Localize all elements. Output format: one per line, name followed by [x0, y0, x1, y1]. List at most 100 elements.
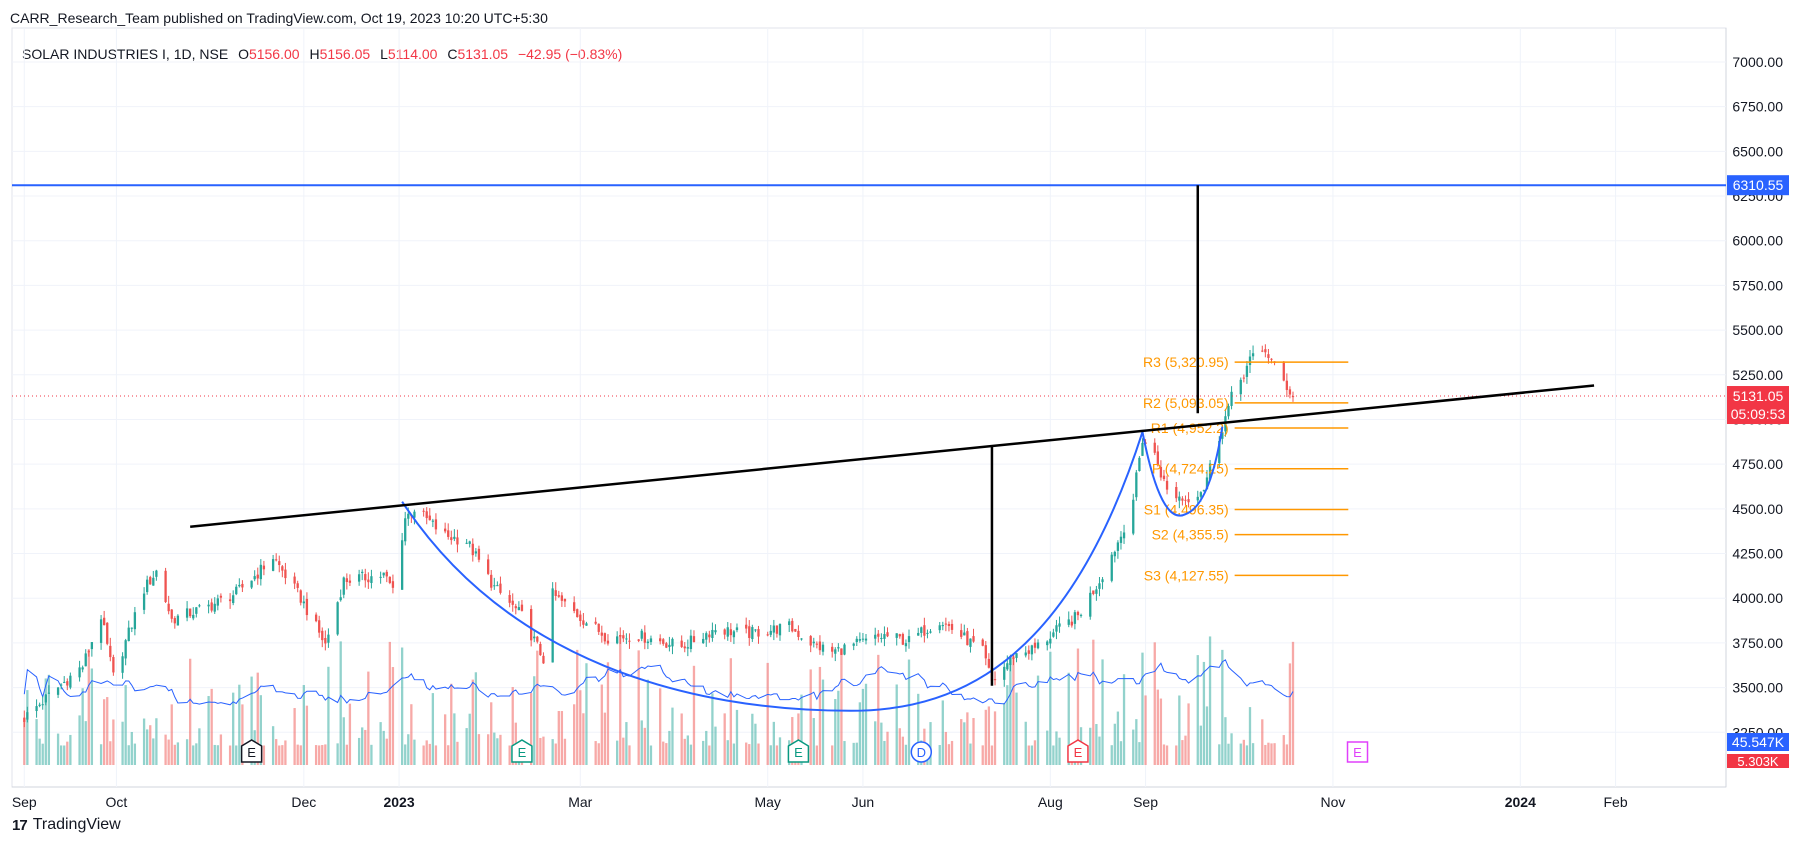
volume-bar: [809, 669, 812, 765]
volume-bar: [339, 641, 342, 765]
volume-bar: [708, 745, 711, 765]
volume-bar: [1221, 649, 1224, 765]
volume-bar: [984, 709, 987, 765]
candle-body: [253, 576, 256, 580]
volume-bar: [388, 641, 392, 765]
volume-bar: [149, 725, 152, 765]
volume-bar: [705, 730, 708, 765]
volume-bar: [364, 729, 367, 765]
candle-body: [883, 634, 886, 639]
candle-body: [1067, 619, 1070, 625]
volume-bar: [78, 715, 81, 765]
volume-bar: [754, 723, 757, 765]
volume-bar: [778, 737, 782, 765]
candle-body: [542, 655, 545, 664]
candle-body: [751, 627, 754, 640]
candle-body: [428, 515, 431, 521]
symbol-title[interactable]: SOLAR INDUSTRIES I, 1D, NSE: [22, 46, 229, 62]
candle-body: [1079, 614, 1083, 616]
candle-body: [434, 519, 438, 530]
candle-body: [318, 620, 321, 633]
candle-body: [837, 647, 840, 649]
candle-body: [1248, 356, 1252, 366]
candle-body: [41, 704, 44, 706]
volume-bar: [1036, 675, 1040, 765]
x-tick-label: 2024: [1505, 794, 1536, 810]
candle-body: [1119, 536, 1123, 543]
volume-bar: [1110, 745, 1113, 765]
volume-bar: [815, 745, 819, 765]
y-tick-label: 7000.00: [1732, 54, 1783, 70]
candle-body: [855, 638, 858, 643]
volume-bar: [597, 743, 600, 765]
volume-bar: [775, 745, 779, 765]
last-price-badge: [1727, 386, 1789, 425]
event-letter: E: [1353, 745, 1362, 760]
candle-body: [530, 608, 533, 641]
candle-body: [486, 559, 490, 574]
candle-body: [228, 599, 232, 602]
volume-bar: [702, 740, 705, 765]
candle-body: [232, 595, 235, 604]
candle-body: [646, 641, 650, 644]
candle-body: [981, 639, 984, 646]
candle-body: [474, 551, 478, 554]
candle-body: [431, 520, 435, 522]
candle-body: [382, 572, 385, 576]
volume-bar: [84, 721, 87, 765]
candle-body: [26, 712, 29, 720]
volume-bar: [748, 744, 751, 765]
candle-body: [453, 536, 456, 539]
candle-body: [207, 604, 210, 607]
volume-bar: [1052, 745, 1055, 765]
tradingview-footer: 17 TradingView: [12, 816, 121, 834]
volume-bar: [1024, 721, 1027, 765]
candle-body: [1165, 480, 1169, 490]
candle-body: [127, 627, 130, 642]
candle-body: [778, 624, 782, 636]
candle-body: [1110, 554, 1113, 581]
volume-bar: [766, 662, 769, 765]
candle-body: [708, 634, 711, 638]
candle-body: [1187, 499, 1190, 503]
candle-body: [794, 628, 797, 632]
volume-bar: [434, 745, 438, 765]
candle-body: [133, 612, 137, 630]
candle-body: [923, 625, 926, 636]
candle-body: [90, 642, 94, 650]
candle-body: [640, 630, 643, 639]
volume-bar: [486, 734, 490, 765]
candle-body: [788, 621, 791, 625]
candle-body: [821, 644, 825, 652]
volume-bar: [603, 712, 607, 765]
candle-body: [66, 681, 69, 686]
candle-body: [275, 559, 278, 561]
publish-credit: CARR_Research_Team published on TradingV…: [10, 10, 548, 26]
volume-bar: [1227, 743, 1230, 765]
volume-bar: [883, 740, 886, 765]
volume-bar: [904, 744, 908, 765]
volume-bar: [791, 717, 794, 765]
candle-body: [1138, 457, 1141, 471]
volume-bar: [649, 745, 653, 765]
volume-bar: [284, 740, 287, 765]
candle-body: [189, 608, 192, 617]
volume-bar: [348, 703, 352, 765]
volume-bar: [1030, 745, 1034, 765]
pivot-level-label: P (4,724.25): [1152, 461, 1229, 477]
candle-body: [665, 643, 668, 648]
volume-bar: [1261, 719, 1264, 765]
volume-bar: [625, 722, 628, 765]
volume-bar: [714, 726, 717, 765]
volume-bar: [686, 735, 689, 765]
volume-bar: [1067, 672, 1070, 765]
candle-body: [185, 608, 189, 618]
candle-body: [984, 645, 987, 659]
volume-bar: [336, 743, 339, 765]
candle-body: [689, 635, 693, 649]
volume-bar: [1178, 695, 1181, 765]
candle-body: [1282, 362, 1285, 381]
volume-bar: [130, 731, 133, 765]
candle-body: [1227, 405, 1230, 417]
